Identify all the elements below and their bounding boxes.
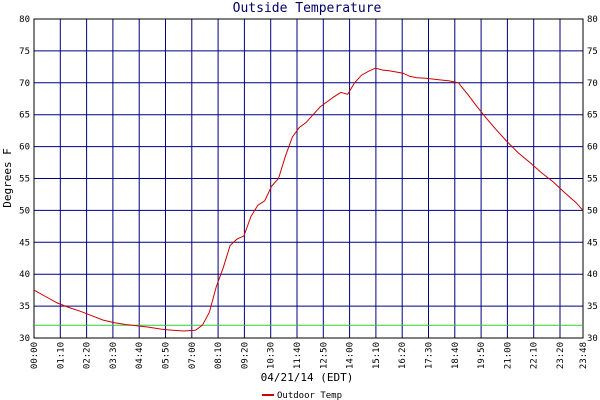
x-tick-label: 19:50 [477,342,487,369]
plot-frame [33,18,584,339]
x-tick-label: 15:10 [372,342,382,369]
x-tick-label: 16:20 [398,342,408,369]
y-tick-label: 65 [19,111,30,121]
chart-title: Outside Temperature [233,1,382,16]
y-tick-label: 65 [587,111,598,121]
y-tick-label: 30 [19,334,30,344]
x-tick-label: 22:10 [530,342,540,369]
x-tick-label: 05:50 [162,342,172,369]
y-tick-label: 75 [19,47,30,57]
y-tick-label: 80 [19,15,30,25]
y-tick-label: 70 [19,79,30,89]
x-axis-label: 04/21/14 (EDT) [261,371,354,384]
y-tick-label: 50 [587,206,598,216]
x-tick-label: 10:30 [267,342,277,369]
x-tick-label: 23:20 [556,342,566,369]
x-tick-label: 03:30 [109,342,119,369]
y-tick-label: 80 [587,15,598,25]
legend-label-outdoor-temp: Outdoor Temp [277,391,342,400]
y-tick-label: 40 [587,270,598,280]
y-tick-label: 70 [587,79,598,89]
x-tick-label: 23:48 [579,342,589,369]
y-tick-labels-left: 30 35 40 45 50 55 60 65 70 75 80 [19,15,30,344]
y-tick-label: 55 [587,175,598,185]
y-tick-label: 35 [587,302,598,312]
x-tick-label: 09:20 [240,342,250,369]
chart-grid [34,19,583,338]
y-tick-label: 55 [19,175,30,185]
x-tick-label: 08:10 [214,342,224,369]
outdoor-temp-line [33,67,584,332]
x-tick-label: 00:00 [30,342,40,369]
x-tick-label: 01:10 [56,342,66,369]
y-tick-label: 45 [19,238,30,248]
y-tick-labels-right: 30 35 40 45 50 55 60 65 70 75 80 [587,15,598,344]
x-tick-label: 11:40 [293,342,303,369]
x-tick-label: 18:40 [451,342,461,369]
x-tick-label: 14:00 [346,342,356,369]
x-tick-label: 12:50 [319,342,329,369]
y-axis-label: Degrees F [1,148,14,208]
y-tick-label: 30 [587,334,598,344]
x-tick-label: 02:20 [83,342,93,369]
x-tick-label: 07:00 [188,342,198,369]
y-tick-label: 35 [19,302,30,312]
y-tick-label: 75 [587,47,598,57]
y-tick-label: 45 [587,238,598,248]
x-tick-labels: 00:00 01:10 02:20 03:30 04:40 05:50 07:00 08:10… [30,342,589,369]
x-tick-label: 17:30 [425,342,435,369]
y-tick-label: 60 [19,143,30,153]
y-tick-label: 50 [19,206,30,216]
x-tick-label: 21:00 [503,342,513,369]
y-tick-label: 40 [19,270,30,280]
y-tick-label: 60 [587,143,598,153]
x-tick-label: 04:40 [135,342,145,369]
